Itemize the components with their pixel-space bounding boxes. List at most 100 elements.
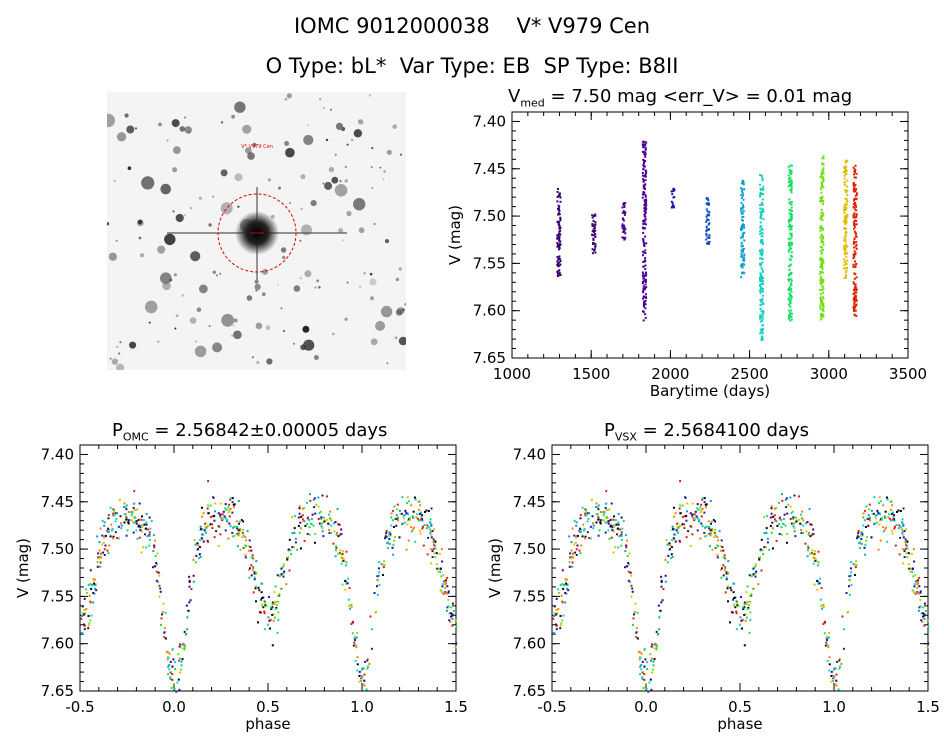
vsx-data-point — [709, 532, 712, 535]
top-data-point — [821, 285, 824, 288]
omc-data-point — [236, 545, 239, 548]
top-data-point — [790, 283, 793, 286]
vsx-data-point — [841, 615, 844, 618]
top-data-point — [846, 185, 849, 188]
omc-data-point — [382, 563, 385, 566]
top-data-point — [758, 250, 761, 253]
top-data-point — [556, 242, 559, 244]
vsx-data-point — [731, 611, 734, 614]
vsx-data-point — [714, 534, 717, 537]
field-star — [162, 281, 171, 291]
vsx-data-point — [564, 581, 567, 584]
top-data-point — [644, 151, 647, 154]
top-data-point — [622, 219, 625, 222]
omc-data-point — [427, 526, 430, 529]
top-data-point — [762, 310, 765, 312]
field-star — [284, 97, 288, 101]
omc-x-tick-label: 0.5 — [256, 698, 280, 716]
omc-data-point — [339, 533, 342, 536]
vsx-data-point — [635, 636, 638, 639]
omc-data-point — [209, 504, 212, 507]
top-data-point — [642, 285, 645, 288]
top-data-point — [789, 315, 792, 318]
top-data-point — [854, 183, 857, 186]
vsx-data-point — [848, 593, 851, 596]
vsx-data-point — [635, 631, 638, 634]
vsx-data-point — [729, 586, 732, 589]
top-data-point — [821, 264, 823, 266]
top-data-point — [644, 173, 647, 176]
top-data-point — [846, 179, 849, 182]
omc-data-point — [280, 567, 283, 570]
omc-data-point — [205, 527, 208, 530]
top-data-point — [643, 305, 645, 308]
omc-data-point — [185, 604, 188, 607]
omc-data-point — [444, 586, 447, 589]
vsx-data-point — [582, 523, 585, 526]
top-data-point — [855, 289, 858, 292]
top-data-point — [844, 244, 847, 247]
omc-data-point — [83, 624, 86, 627]
omc-data-point — [353, 641, 356, 644]
vsx-data-point — [849, 574, 852, 577]
omc-data-point — [88, 594, 91, 597]
omc-data-point — [445, 592, 448, 595]
omc-data-point — [363, 673, 366, 676]
vsx-data-point — [837, 688, 840, 691]
omc-data-point — [352, 620, 354, 623]
top-data-point — [821, 260, 824, 263]
field-star — [160, 272, 172, 284]
omc-data-point — [442, 592, 445, 595]
top-data-point — [642, 223, 645, 225]
vsx-data-point — [743, 601, 746, 604]
top-data-point — [821, 162, 824, 165]
field-star — [265, 325, 271, 331]
vsx-data-point — [879, 518, 882, 521]
vsx-data-point — [903, 556, 906, 558]
top-data-point — [845, 252, 848, 255]
omc-data-point — [388, 538, 391, 540]
top-data-point — [819, 197, 822, 199]
omc-data-point — [131, 520, 134, 523]
omc-data-point — [368, 662, 371, 665]
vsx-data-point — [725, 571, 728, 574]
top-data-point — [843, 220, 845, 223]
vsx-data-point — [674, 540, 677, 543]
omc-data-point — [142, 519, 145, 522]
omc-data-point — [315, 503, 318, 506]
omc-data-point — [168, 664, 171, 667]
field-star — [353, 129, 363, 138]
omc-data-point — [235, 520, 238, 523]
vsx-data-point — [703, 511, 706, 514]
omc-data-point — [178, 688, 181, 691]
omc-data-point — [187, 609, 190, 612]
field-star — [280, 247, 287, 253]
field-star — [266, 358, 273, 365]
top-data-point — [819, 270, 822, 273]
omc-data-point — [201, 538, 204, 541]
top-data-point — [819, 304, 822, 307]
omc-data-point — [376, 585, 378, 588]
vsx-data-point — [675, 529, 678, 532]
top-data-point — [822, 213, 825, 216]
omc-data-point — [253, 578, 256, 581]
omc-data-point — [283, 570, 286, 573]
vsx-data-point — [660, 575, 663, 578]
vsx-data-point — [646, 668, 649, 670]
omc-data-point — [392, 543, 395, 546]
omc-data-point — [267, 616, 270, 619]
vsx-data-point — [818, 582, 821, 585]
top-data-point — [623, 211, 626, 214]
vsx-data-point — [686, 502, 689, 505]
omc-data-point — [253, 571, 256, 574]
omc-data-point — [299, 521, 302, 524]
top-data-point — [822, 237, 824, 240]
vsx-data-point — [772, 547, 774, 550]
top-data-point — [556, 195, 559, 198]
field-star — [314, 286, 317, 289]
top-data-point — [761, 203, 764, 206]
top-data-point — [845, 231, 848, 234]
omc-data-point — [237, 532, 240, 535]
vsx-data-point — [896, 510, 898, 513]
vsx-data-point — [667, 554, 670, 557]
